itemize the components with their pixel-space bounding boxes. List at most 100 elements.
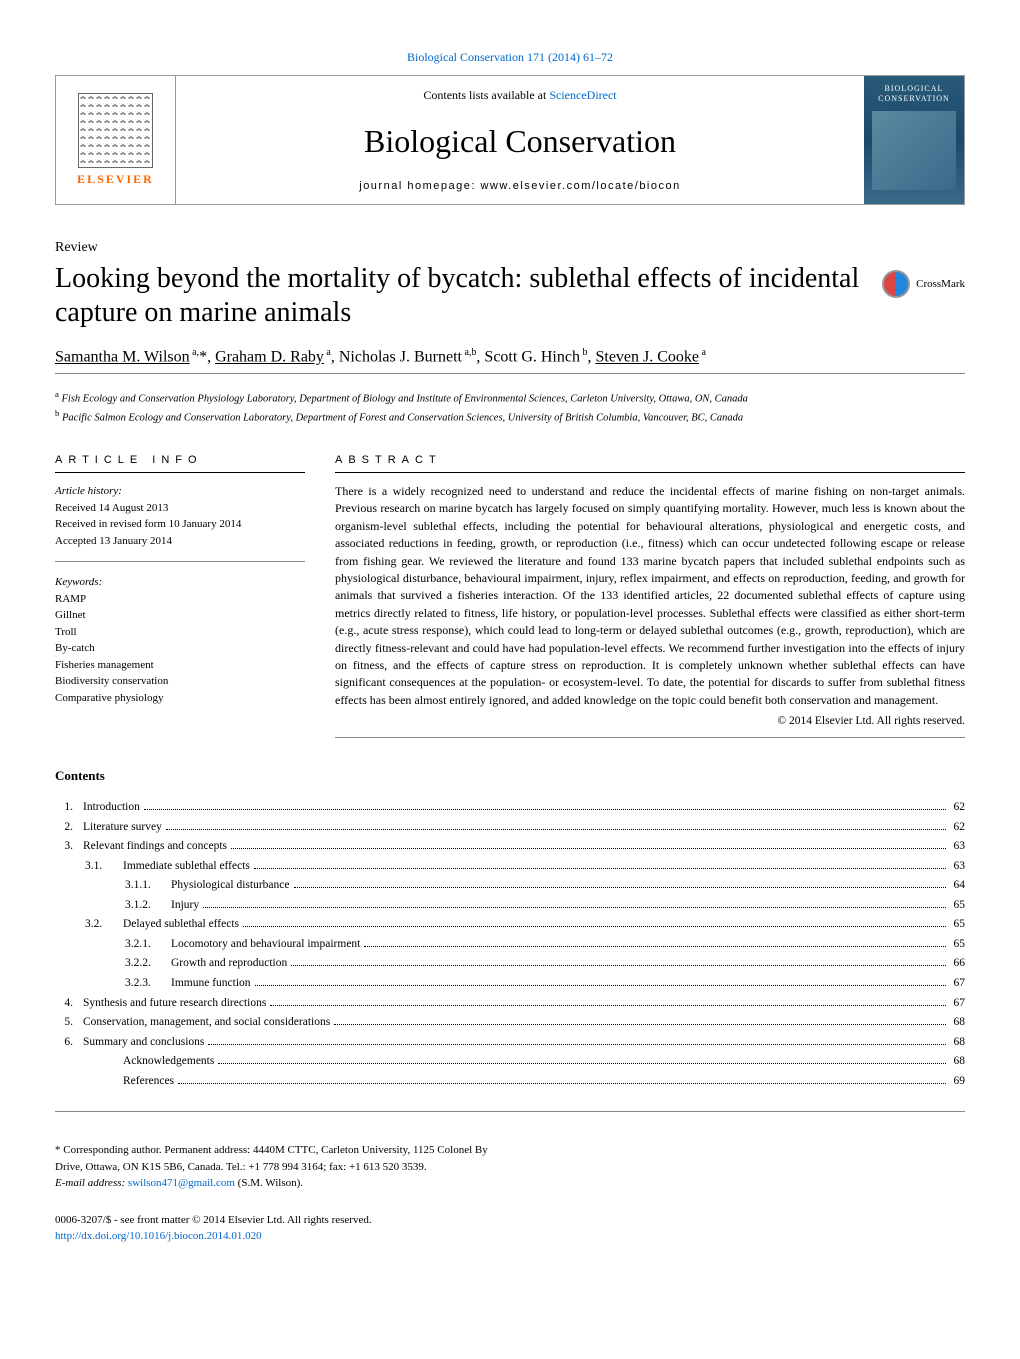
history-label: Article history: [55,483,305,500]
toc-item[interactable]: 4. Synthesis and future research directi… [55,994,965,1014]
homepage-link[interactable]: www.elsevier.com/locate/biocon [480,180,680,192]
toc-label: Conservation, management, and social con… [83,1013,330,1033]
email-link[interactable]: swilson471@gmail.com [128,1177,235,1189]
toc-item[interactable]: 2. Literature survey 62 [55,818,965,838]
toc-item[interactable]: 1. Introduction 62 [55,798,965,818]
toc-number: 3.1.2. [125,896,171,916]
toc-label: Relevant findings and concepts [83,837,227,857]
table-of-contents: 1. Introduction 62 2. Literature survey … [55,798,965,1112]
toc-number: 3.1.1. [125,876,171,896]
authors: Samantha M. Wilson a,*, Graham D. Raby a… [55,347,965,373]
journal-cover[interactable]: BIOLOGICAL CONSERVATION [864,76,964,204]
article-info-column: ARTICLE INFO Article history: Received 1… [55,454,305,738]
toc-number: 3.2.1. [125,935,171,955]
toc-label: Injury [171,896,199,916]
toc-number: 5. [55,1013,83,1033]
toc-label: Immediate sublethal effects [123,857,250,877]
toc-label: Growth and reproduction [171,954,287,974]
toc-number: 3.2.3. [125,974,171,994]
affiliations: a Fish Ecology and Conservation Physiolo… [55,388,965,427]
article-info-head: ARTICLE INFO [55,454,305,473]
toc-number: 3. [55,837,83,857]
toc-page: 68 [950,1052,966,1072]
cover-title: BIOLOGICAL CONSERVATION [868,84,960,105]
toc-page: 67 [950,994,966,1014]
toc-item[interactable]: 3. Relevant findings and concepts 63 [55,837,965,857]
toc-number: 6. [55,1033,83,1053]
history-line: Received in revised form 10 January 2014 [55,516,305,533]
keywords-block: Keywords: RAMPGillnetTrollBy-catchFisher… [55,574,305,718]
toc-page: 63 [950,837,966,857]
keyword: Gillnet [55,607,305,624]
toc-number: 3.2. [85,915,123,935]
elsevier-tree-icon [78,93,153,168]
journal-header: ELSEVIER Contents lists available at Sci… [55,75,965,205]
toc-item[interactable]: 3.2. Delayed sublethal effects 65 [55,915,965,935]
toc-label: Synthesis and future research directions [83,994,266,1014]
cover-image [872,111,956,190]
doi-link[interactable]: http://dx.doi.org/10.1016/j.biocon.2014.… [55,1230,262,1242]
toc-number: 4. [55,994,83,1014]
toc-number: 2. [55,818,83,838]
toc-page: 66 [950,954,966,974]
toc-page: 65 [950,935,966,955]
toc-number: 1. [55,798,83,818]
publisher-name: ELSEVIER [77,172,154,187]
toc-item[interactable]: 5. Conservation, management, and social … [55,1013,965,1033]
abstract-head: ABSTRACT [335,454,965,473]
keyword: By-catch [55,640,305,657]
toc-item[interactable]: 3.1. Immediate sublethal effects 63 [55,857,965,877]
toc-label: Acknowledgements [123,1052,214,1072]
article-title: Looking beyond the mortality of bycatch:… [55,262,862,329]
article-type: Review [55,240,965,256]
toc-page: 62 [950,798,966,818]
keyword: Troll [55,624,305,641]
toc-item[interactable]: 3.1.2. Injury 65 [55,896,965,916]
article-history: Article history: Received 14 August 2013… [55,483,305,562]
crossmark-icon [882,270,910,298]
toc-label: References [123,1072,174,1092]
email-suffix: (S.M. Wilson). [235,1177,303,1189]
crossmark-label: CrossMark [916,278,965,290]
journal-center: Contents lists available at ScienceDirec… [176,76,864,204]
toc-item[interactable]: 3.2.2. Growth and reproduction 66 [55,954,965,974]
corresponding-author: * Corresponding author. Permanent addres… [55,1142,495,1192]
toc-label: Literature survey [83,818,162,838]
toc-label: Summary and conclusions [83,1033,204,1053]
history-line: Received 14 August 2013 [55,500,305,517]
toc-item[interactable]: 3.2.1. Locomotory and behavioural impair… [55,935,965,955]
citation-link[interactable]: Biological Conservation 171 (2014) 61–72 [55,50,965,65]
keywords-label: Keywords: [55,574,305,591]
homepage-prefix: journal homepage: [359,180,480,192]
contents-line: Contents lists available at ScienceDirec… [423,88,616,103]
issn-line: 0006-3207/$ - see front matter © 2014 El… [55,1212,965,1229]
contents-prefix: Contents lists available at [423,88,549,102]
history-line: Accepted 13 January 2014 [55,533,305,550]
copyright-line: © 2014 Elsevier Ltd. All rights reserved… [335,715,965,727]
abstract-text: There is a widely recognized need to und… [335,483,965,709]
keyword: Fisheries management [55,657,305,674]
toc-page: 69 [950,1072,966,1092]
footer: * Corresponding author. Permanent addres… [55,1142,965,1245]
toc-page: 67 [950,974,966,994]
toc-label: Locomotory and behavioural impairment [171,935,360,955]
corresponding-text: * Corresponding author. Permanent addres… [55,1142,495,1175]
toc-item[interactable]: 3.1.1. Physiological disturbance 64 [55,876,965,896]
toc-item[interactable]: Acknowledgements 68 [55,1052,965,1072]
toc-page: 68 [950,1033,966,1053]
keyword: RAMP [55,591,305,608]
toc-item[interactable]: 3.2.3. Immune function 67 [55,974,965,994]
toc-number: 3.2.2. [125,954,171,974]
toc-page: 62 [950,818,966,838]
sciencedirect-link[interactable]: ScienceDirect [549,88,616,102]
toc-page: 63 [950,857,966,877]
contents-heading: Contents [55,768,965,784]
keyword: Biodiversity conservation [55,673,305,690]
toc-item[interactable]: References 69 [55,1072,965,1092]
crossmark-badge[interactable]: CrossMark [882,270,965,298]
homepage-line: journal homepage: www.elsevier.com/locat… [359,180,680,192]
toc-page: 65 [950,896,966,916]
elsevier-logo[interactable]: ELSEVIER [56,76,176,204]
toc-item[interactable]: 6. Summary and conclusions 68 [55,1033,965,1053]
abstract-column: ABSTRACT There is a widely recognized ne… [335,454,965,738]
